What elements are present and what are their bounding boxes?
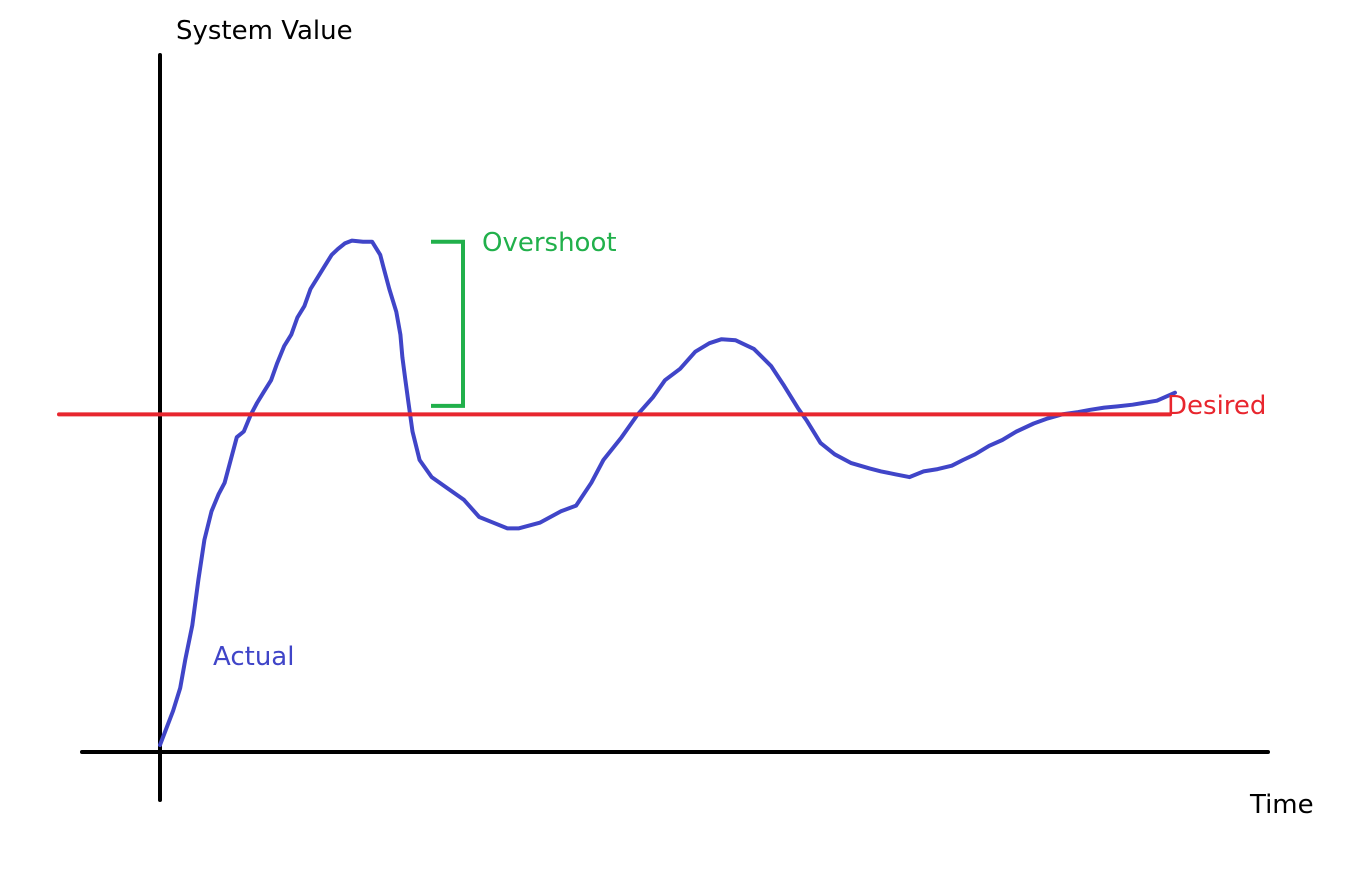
series-group — [57, 238, 1177, 747]
label-group: System Value Time Actual Desired Oversho… — [176, 16, 1314, 820]
series-label-actual: Actual — [213, 642, 294, 672]
overshoot-bracket — [431, 239, 465, 408]
series-label-desired: Desired — [1167, 391, 1266, 421]
axes-group — [80, 53, 1270, 802]
series-line-actual — [158, 238, 1177, 747]
overshoot-label: Overshoot — [482, 228, 617, 258]
annotation-group — [431, 239, 465, 408]
x-axis-label: Time — [1249, 790, 1314, 820]
y-axis-label: System Value — [176, 16, 353, 46]
